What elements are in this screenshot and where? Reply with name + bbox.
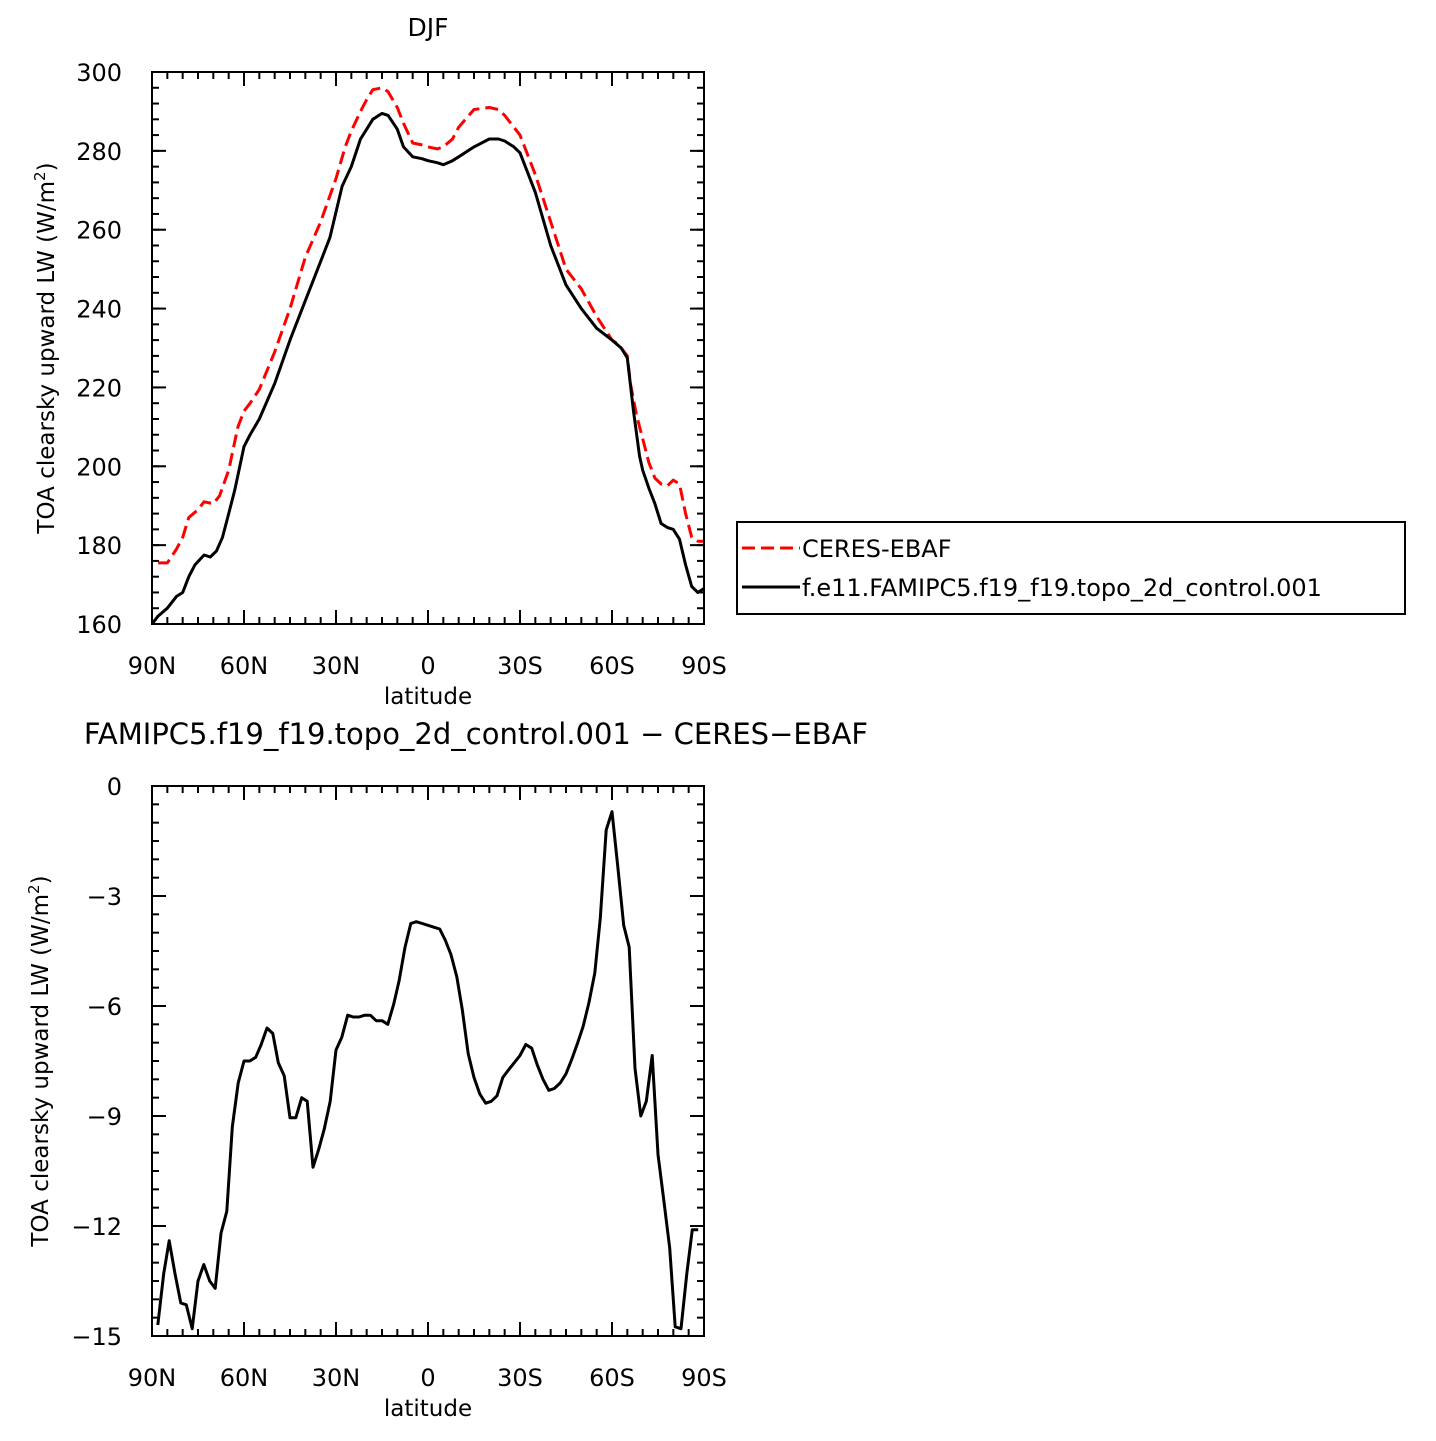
x-tick-label: 30S	[497, 652, 543, 680]
y-tick-label: 0	[107, 773, 122, 801]
y-tick-label: 200	[76, 453, 122, 481]
y-axis-label-superscript: 2	[25, 884, 43, 894]
y-tick-label: −3	[87, 883, 122, 911]
x-tick-label: 60S	[589, 652, 635, 680]
y-axis-label: TOA clearsky upward LW (W/m2)	[31, 162, 60, 534]
y-tick-label: −6	[87, 993, 122, 1021]
y-tick-label: 280	[76, 138, 122, 166]
x-tick-label: 90S	[681, 1364, 727, 1392]
y-axis-label-end: )	[34, 162, 60, 171]
series-line-2	[152, 111, 704, 624]
x-tick-label: 30N	[312, 652, 361, 680]
series-line-1	[156, 810, 699, 1331]
y-tick-label: −9	[87, 1103, 122, 1131]
y-tick-label: 180	[76, 532, 122, 560]
y-axis-label-main: TOA clearsky upward LW (W/m	[34, 181, 60, 535]
x-tick-label: 90N	[128, 1364, 177, 1392]
x-tick-label: 0	[420, 652, 435, 680]
legend-box	[736, 521, 1406, 615]
legend-label-2: f.e11.FAMIPC5.f19_f19.topo_2d_control.00…	[802, 574, 1322, 602]
chart-panel-1: 90N 60N 30N 0 30S 60S 90S 160 180 200 220 240 260 280…	[31, 13, 1406, 710]
x-tick-label: 60S	[589, 1364, 635, 1392]
y-tick-label: 240	[76, 296, 122, 324]
legend-label-1: CERES-EBAF	[802, 535, 952, 563]
x-tick-label: 30N	[312, 1364, 361, 1392]
y-axis-label-end: )	[28, 875, 54, 884]
y-axis-label-superscript: 2	[31, 171, 49, 181]
y-tick-label: 160	[76, 611, 122, 639]
chart-title: FAMIPC5.f19_f19.topo_2d_control.001 − CE…	[84, 717, 868, 751]
y-axis-label: TOA clearsky upward LW (W/m2)	[25, 875, 54, 1247]
chart-title: DJF	[407, 13, 448, 42]
y-tick-label: −15	[71, 1323, 122, 1351]
chart-panel-2: 90N 60N 30N 0 30S 60S 90S −15 −12 −9 −6 −3 0 FAMIPC5.…	[25, 717, 868, 1422]
x-tick-label: 60N	[220, 652, 269, 680]
x-tick-label: 30S	[497, 1364, 543, 1392]
legend: CERES-EBAF f.e11.FAMIPC5.f19_f19.topo_2d_…	[736, 521, 1406, 615]
y-axis-label-main: TOA clearsky upward LW (W/m	[28, 894, 54, 1248]
y-tick-label: 220	[76, 374, 122, 402]
x-axis-label: latitude	[384, 1396, 472, 1422]
y-tick-label: 260	[76, 217, 122, 245]
series-line-1	[158, 86, 704, 565]
x-tick-label: 0	[420, 1364, 435, 1392]
y-tick-label: 300	[76, 59, 122, 87]
x-tick-label: 60N	[220, 1364, 269, 1392]
x-tick-label: 90N	[128, 652, 177, 680]
x-axis-label: latitude	[384, 684, 472, 710]
x-tick-label: 90S	[681, 652, 727, 680]
y-tick-label: −12	[71, 1213, 122, 1241]
